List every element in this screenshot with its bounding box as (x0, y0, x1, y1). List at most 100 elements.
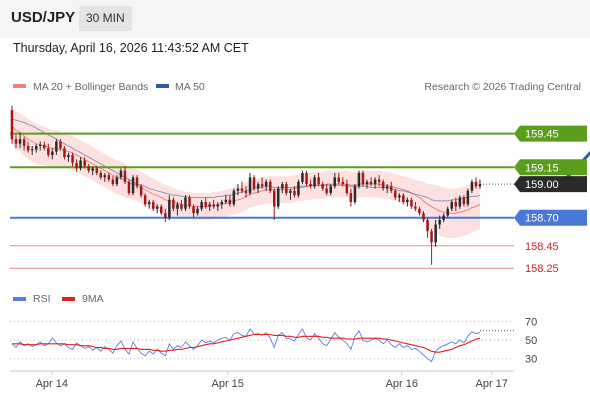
candle (349, 188, 353, 207)
candle (466, 188, 470, 207)
rsi-legend-label: RSI (33, 293, 51, 305)
candle (63, 146, 66, 160)
candle-body (321, 184, 324, 189)
ma50-legend-swatch (156, 84, 169, 88)
candle-body (301, 172, 304, 182)
candle-body (333, 177, 336, 187)
candle (147, 199, 151, 209)
candle (309, 179, 312, 189)
candle-body (450, 202, 453, 209)
candle-body (18, 139, 22, 144)
candle (156, 204, 159, 214)
candle-body (345, 184, 349, 194)
rsi-panel: 70 50 30 (10, 316, 537, 366)
ma9-legend-label: 9MA (82, 293, 104, 305)
candle-body (264, 181, 268, 187)
level-tag-158.70: 158.70 (514, 209, 587, 226)
level-labels: 159.45 159.15 158.70 158.45 158.25 159.00 (514, 125, 587, 275)
candle (269, 179, 272, 194)
candle (216, 202, 219, 211)
level-tag-text: 158.70 (525, 213, 559, 225)
candle-body (377, 179, 381, 182)
candle-body (325, 188, 328, 194)
candle-body (95, 168, 98, 173)
chart-header: USD/JPY 30 MIN (0, 0, 590, 38)
candle-body (43, 144, 46, 149)
candle (228, 195, 232, 207)
candle (43, 141, 46, 151)
candle (406, 197, 409, 207)
candle (220, 199, 223, 209)
candle-body (156, 206, 159, 209)
candle-body (438, 220, 441, 225)
candle (256, 181, 260, 194)
candle (51, 148, 54, 160)
candle (232, 188, 236, 207)
candle (345, 179, 349, 196)
candle-body (51, 151, 54, 155)
candle (260, 177, 264, 189)
x-tick-label: Apr 17 (475, 378, 507, 390)
candle (172, 197, 175, 211)
candle-body (369, 181, 373, 184)
candle-body (55, 141, 58, 152)
candle (478, 179, 482, 189)
rsi-tick-70: 70 (525, 316, 537, 328)
candle-body (139, 186, 143, 196)
candle-body (63, 148, 66, 158)
bollinger-band (12, 107, 480, 238)
ma9-line (12, 333, 481, 353)
candle (450, 199, 453, 211)
candle-body (244, 190, 248, 193)
candle (212, 199, 215, 209)
candle-body (329, 186, 332, 193)
candle (39, 141, 42, 151)
candle (91, 166, 94, 176)
candle (188, 195, 191, 209)
candle (176, 202, 179, 216)
candle-body (341, 181, 345, 184)
candle (71, 152, 74, 167)
candle (434, 220, 437, 247)
candle (83, 157, 86, 169)
candle-body (216, 204, 219, 207)
symbol-title: USD/JPY (11, 9, 76, 26)
candle (18, 132, 22, 149)
candle (365, 179, 369, 189)
candle (438, 215, 441, 229)
candle-body (313, 177, 316, 187)
credit-text: Research © 2026 Trading Central (424, 81, 581, 93)
candle-body (35, 146, 38, 150)
candle (390, 181, 393, 194)
candle-body (434, 224, 437, 243)
level-tag-bg (514, 209, 587, 226)
candle (317, 172, 320, 187)
candle (353, 184, 357, 205)
candle (75, 159, 78, 172)
x-axis: Apr 14 Apr 15 Apr 16 Apr 17 (10, 370, 514, 390)
candle-body (361, 172, 365, 185)
candle-body (26, 146, 30, 151)
candle-body (252, 177, 256, 189)
candle-body (454, 202, 457, 207)
candle (99, 170, 102, 180)
candle (252, 175, 256, 191)
candle-body (309, 184, 312, 187)
candle (152, 199, 155, 211)
candle (123, 166, 127, 185)
candle (139, 184, 143, 198)
candle-body (381, 181, 385, 189)
candle (333, 172, 336, 189)
rsi-legend: RSI 9MA (13, 293, 104, 305)
candle-body (160, 206, 163, 214)
candle-body (394, 190, 397, 198)
candle (135, 175, 139, 189)
timeframe-button[interactable]: 30 MIN (79, 6, 132, 31)
candle-body (297, 181, 300, 196)
candle (426, 217, 429, 238)
candle-body (285, 184, 288, 194)
ma9-legend-swatch (62, 297, 75, 301)
candle-body (462, 197, 466, 205)
candle-body (103, 175, 106, 178)
